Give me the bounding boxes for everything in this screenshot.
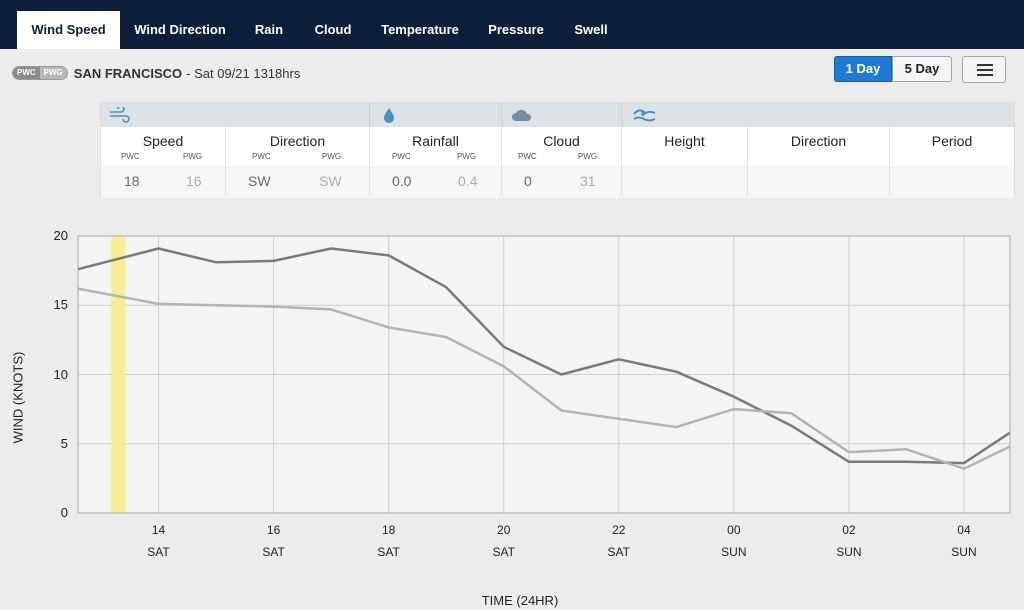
series-line-1 bbox=[77, 287, 1011, 470]
x-tick-hour-label: 02 bbox=[842, 523, 856, 537]
direction-column: Direction PWC PWG SW SW bbox=[225, 127, 369, 197]
pwg-label: PWG bbox=[322, 152, 342, 161]
x-tick-hour-label: 04 bbox=[957, 523, 971, 537]
wind-speed-chart: WIND (KNOTS) TIME (24HR) 20 15 10 5 0 14 SAT 16… bbox=[0, 210, 1024, 610]
pwg-label: PWG bbox=[183, 152, 203, 161]
tab-swell[interactable]: Swell bbox=[574, 22, 608, 37]
summary-values-row bbox=[101, 165, 1014, 198]
current-time-marker bbox=[111, 236, 126, 513]
pwg-label: PWG bbox=[457, 152, 477, 161]
y-tick-label: 20 bbox=[53, 228, 68, 243]
x-tick-hour-label: 22 bbox=[612, 523, 626, 537]
x-tick-hour-label: 18 bbox=[381, 523, 396, 537]
hamburger-menu-icon[interactable] bbox=[962, 56, 1006, 83]
pwc-label: PWC bbox=[392, 152, 411, 161]
location-name: SAN FRANCISCO bbox=[73, 65, 183, 81]
raindrop-icon bbox=[384, 108, 394, 123]
x-tick-day-label: SAT bbox=[262, 545, 285, 559]
pwg-label: PWG bbox=[578, 152, 598, 161]
tab-cloud[interactable]: Cloud bbox=[314, 22, 352, 37]
swell-icon bbox=[633, 109, 656, 122]
menu-bar bbox=[977, 69, 993, 71]
cloud-pwg-value: 31 bbox=[580, 173, 596, 189]
direction-pwg-value: SW bbox=[319, 173, 342, 189]
cloud-pwc-value: 0 bbox=[524, 173, 532, 189]
y-tick-label: 5 bbox=[60, 435, 68, 451]
location-datetime: - Sat 09/21 1318hrs bbox=[186, 65, 301, 81]
swell-height-column: Height bbox=[621, 127, 747, 197]
menu-bar bbox=[977, 74, 993, 76]
direction-column-title: Direction bbox=[269, 133, 326, 149]
summary-panel: Speed PWC PWG 18 16 Direction PWC PWG SW… bbox=[100, 102, 1015, 198]
height-column-title: Height bbox=[664, 133, 705, 149]
x-tick-hour-label: 00 bbox=[727, 523, 741, 537]
y-tick-label: 15 bbox=[53, 297, 68, 313]
x-tick-day-label: SAT bbox=[377, 545, 400, 559]
series-line-0 bbox=[77, 247, 1011, 465]
speed-column: Speed PWC PWG 18 16 bbox=[101, 127, 225, 197]
x-tick-day-label: SUN bbox=[951, 545, 977, 559]
rainfall-column-title: Rainfall bbox=[412, 133, 459, 149]
pwc-label: PWC bbox=[121, 152, 140, 161]
x-tick-day-label: SUN bbox=[721, 545, 747, 559]
x-tick-day-label: SAT bbox=[492, 545, 515, 559]
x-tick-hour-label: 20 bbox=[497, 523, 511, 537]
x-tick-day-label: SAT bbox=[147, 545, 170, 559]
x-tick-hour-label: 16 bbox=[266, 523, 281, 537]
tab-rain[interactable]: Rain bbox=[254, 22, 284, 37]
rainfall-column: Rainfall PWC PWG 0.0 0.4 bbox=[369, 127, 501, 197]
rain-section-header bbox=[369, 103, 501, 127]
speed-pwg-value: 16 bbox=[186, 173, 202, 189]
tab-wind-direction[interactable]: Wind Direction bbox=[134, 22, 226, 37]
badge-pwc: PWC bbox=[13, 67, 40, 79]
y-tick-label: 10 bbox=[53, 366, 68, 382]
swell-direction-column-title: Direction bbox=[790, 133, 847, 149]
cloud-section-header bbox=[501, 103, 621, 127]
model-badge: PWC PWG bbox=[12, 66, 68, 80]
swell-direction-column: Direction bbox=[747, 127, 889, 197]
swell-section-header bbox=[621, 103, 1014, 127]
x-tick-hour-label: 14 bbox=[151, 523, 166, 537]
cloud-column-title: Cloud bbox=[543, 133, 580, 149]
cloud-column: Cloud PWC PWG 0 31 bbox=[501, 127, 621, 197]
rainfall-pwc-value: 0.0 bbox=[392, 173, 412, 189]
one-day-button[interactable]: 1 Day bbox=[834, 56, 892, 82]
y-tick-label: 0 bbox=[60, 505, 68, 520]
x-tick-day-label: SAT bbox=[607, 545, 630, 559]
summary-panel-header bbox=[101, 103, 1014, 127]
x-axis-title: TIME (24HR) bbox=[481, 593, 559, 608]
wind-icon bbox=[110, 107, 130, 123]
badge-pwg: PWG bbox=[39, 67, 67, 79]
menu-bar bbox=[977, 64, 993, 66]
speed-pwc-value: 18 bbox=[124, 173, 140, 189]
tab-pressure[interactable]: Pressure bbox=[488, 22, 544, 37]
tab-temperature[interactable]: Temperature bbox=[381, 22, 459, 37]
location-header: PWC PWG SAN FRANCISCO - Sat 09/21 1318hr… bbox=[12, 63, 300, 83]
speed-column-title: Speed bbox=[142, 133, 184, 149]
swell-period-column: Period bbox=[889, 127, 1014, 197]
plot-border bbox=[77, 235, 1011, 514]
x-tick-day-label: SUN bbox=[836, 545, 862, 559]
pwc-label: PWC bbox=[252, 152, 271, 161]
cloud-icon bbox=[512, 109, 532, 121]
y-axis-title: WIND (KNOTS) bbox=[10, 351, 26, 444]
top-tab-bar: Wind Speed Wind Direction Rain Cloud Tem… bbox=[0, 0, 1024, 49]
pwc-label: PWC bbox=[518, 152, 537, 161]
period-column-title: Period bbox=[931, 133, 973, 149]
direction-pwc-value: SW bbox=[248, 173, 271, 189]
five-day-button[interactable]: 5 Day bbox=[892, 56, 952, 82]
tab-wind-speed[interactable]: Wind Speed bbox=[17, 11, 120, 49]
rainfall-pwg-value: 0.4 bbox=[458, 173, 478, 189]
chart-canvas bbox=[77, 235, 1011, 514]
